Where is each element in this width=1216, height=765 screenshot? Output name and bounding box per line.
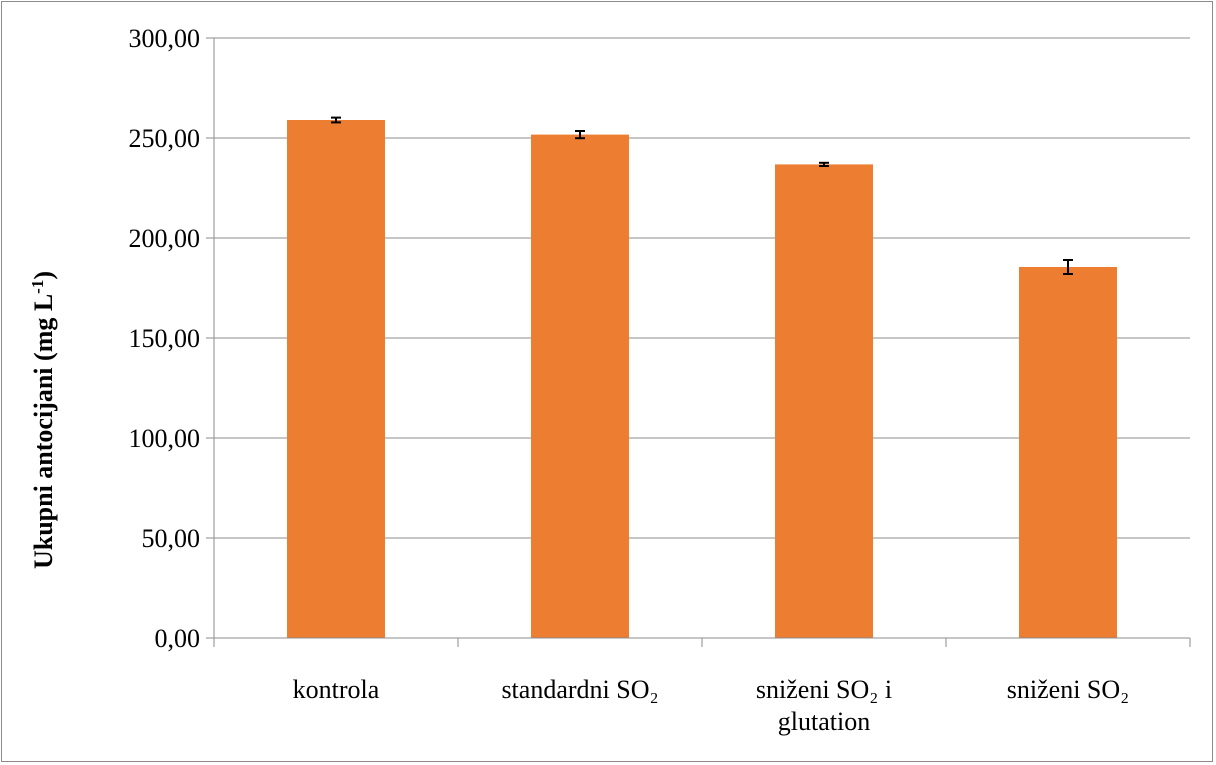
- bar: [1019, 267, 1117, 638]
- y-axis-title-main: Ukupni antocijani (mg L: [29, 294, 58, 569]
- bar: [287, 120, 385, 638]
- y-tick-label: 250,00: [129, 124, 201, 153]
- bar: [531, 134, 629, 638]
- y-tick-label: 50,00: [142, 524, 201, 553]
- x-tick-label: sniženi SO₂: [1007, 675, 1129, 704]
- bar: [775, 164, 873, 638]
- y-axis-title: Ukupni antocijani (mg L-1): [28, 271, 59, 569]
- labels: 0,00 50,00 100,00 150,00 200,00 250,00 300,00 k…: [129, 24, 1130, 736]
- y-tick-label: 0,00: [155, 624, 201, 653]
- y-tick-label: 100,00: [129, 424, 201, 453]
- y-tick-label: 150,00: [129, 324, 201, 353]
- axes: [206, 37, 1191, 647]
- x-tick-label: glutation: [778, 707, 870, 736]
- y-tick-label: 200,00: [129, 224, 201, 253]
- y-axis-title-suffix: ): [29, 271, 58, 280]
- y-tick-label: 300,00: [129, 24, 201, 53]
- bars: [287, 116, 1117, 638]
- x-tick-label: standardni SO₂: [501, 675, 658, 704]
- x-tick-label: sniženi SO₂ i: [756, 675, 892, 704]
- y-axis-title-sup: -1: [28, 280, 47, 294]
- x-tick-label: kontrola: [293, 675, 380, 704]
